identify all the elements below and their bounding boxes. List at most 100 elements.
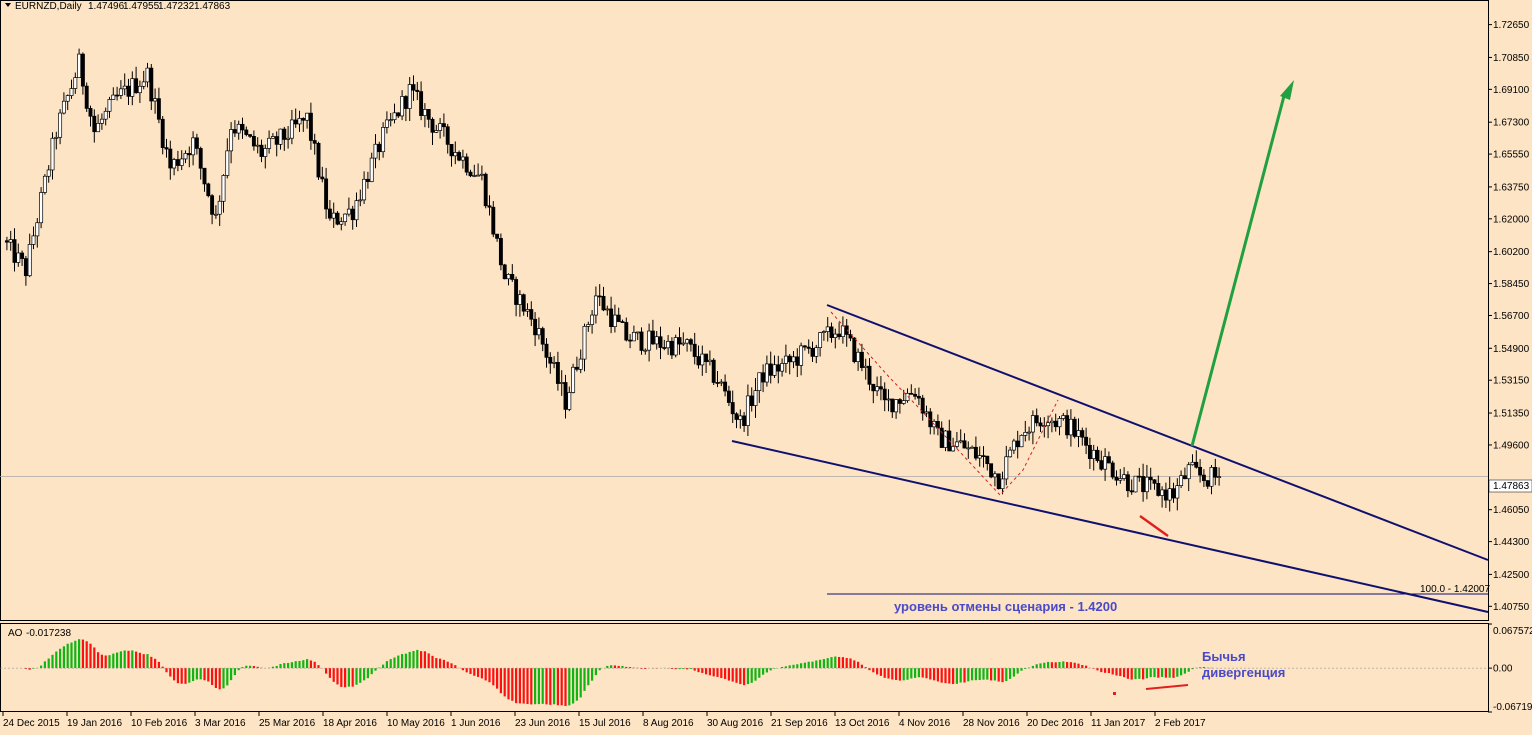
candle-body — [1152, 479, 1157, 484]
candle-body — [662, 347, 667, 349]
candle-body — [924, 411, 929, 414]
candle-body — [206, 183, 211, 197]
candle-body — [202, 167, 207, 185]
y-tick-label: 1.54900 — [1493, 344, 1530, 355]
candle-body — [107, 99, 112, 112]
candle-body — [871, 383, 876, 392]
candle-body — [867, 365, 872, 385]
candle-body — [624, 322, 629, 341]
candle-body — [1144, 476, 1149, 493]
candle-body — [510, 274, 515, 280]
candle-body — [856, 351, 861, 362]
candle-body — [1046, 422, 1051, 427]
candle-body — [77, 53, 82, 78]
current-price-label: 1.47863 — [1493, 481, 1530, 492]
candle-body — [130, 78, 135, 97]
y-tick-label: 1.46050 — [1493, 505, 1530, 516]
candle-body — [4, 240, 9, 243]
candle-body — [316, 142, 321, 178]
candle-body — [118, 88, 123, 96]
candle-body — [799, 345, 804, 366]
y-tick-label: 1.60200 — [1493, 247, 1530, 258]
candle-body — [365, 178, 370, 182]
candle-body — [757, 372, 762, 392]
candle-body — [894, 399, 899, 413]
candle-body — [1053, 420, 1058, 428]
candle-body — [88, 108, 93, 117]
candle-body — [818, 332, 823, 348]
x-tick-label: 23 Jun 2016 — [515, 718, 570, 729]
channel-lines — [731, 80, 1489, 695]
candle-body — [289, 119, 294, 139]
candle-body — [111, 94, 116, 100]
candle-body — [620, 321, 625, 323]
candle-body — [555, 361, 560, 384]
candle-body — [943, 430, 948, 448]
candle-body — [282, 128, 287, 140]
candle-body — [1114, 476, 1119, 481]
candle-body — [806, 346, 811, 349]
candle-body — [795, 356, 800, 366]
candle-body — [1049, 420, 1054, 424]
candle-body — [213, 213, 218, 216]
candle-body — [647, 330, 652, 351]
candle-body — [973, 446, 978, 459]
candle-body — [673, 337, 678, 356]
ohlc-low: 1.47232 — [158, 1, 195, 12]
candle-body — [563, 382, 568, 410]
candle-body — [1148, 476, 1153, 481]
y-tick-label: 1.49600 — [1493, 440, 1530, 451]
candle-body — [1198, 466, 1203, 476]
candle-body — [179, 158, 184, 166]
candle-body — [981, 455, 986, 457]
candle-body — [616, 314, 621, 322]
candle-body — [426, 109, 431, 120]
candle-body — [191, 137, 196, 156]
candle-body — [601, 295, 606, 311]
price-pane-border — [0, 0, 1489, 621]
candle-body — [1125, 474, 1130, 492]
candle-body — [183, 153, 188, 160]
candle-body — [122, 85, 127, 90]
candle-body — [821, 331, 826, 333]
candle-body — [1156, 483, 1161, 496]
candle-body — [1106, 456, 1111, 464]
candle-body — [650, 330, 655, 345]
candle-body — [643, 349, 648, 352]
candle-body — [20, 252, 25, 259]
candle-body — [1011, 440, 1016, 451]
candle-body — [1095, 449, 1100, 461]
candle-body — [92, 115, 97, 133]
candle-body — [552, 361, 557, 364]
candle-body — [350, 208, 355, 221]
candle-body — [339, 221, 344, 225]
candle-body — [495, 233, 500, 239]
candle-body — [578, 358, 583, 370]
time-axis: 24 Dec 2015 19 Jan 2016 10 Feb 2016 3 Mar 2… — [2, 712, 1206, 729]
candle-body — [669, 340, 674, 356]
candle-body — [270, 136, 275, 139]
y-tick-label: 1.70850 — [1493, 53, 1530, 64]
x-tick-label: 10 May 2016 — [387, 718, 445, 729]
candle-body — [685, 339, 690, 344]
candle-body — [586, 324, 591, 327]
candle-body — [1194, 461, 1199, 468]
symbol-menu-icon[interactable] — [5, 3, 11, 7]
price-axis: 1.72650 1.70850 1.69100 1.67300 1.65550 1.637… — [1488, 20, 1530, 613]
candle-body — [1163, 489, 1168, 501]
candle-body — [1118, 478, 1123, 481]
candle-body — [498, 238, 503, 266]
candle-body — [96, 122, 101, 133]
y-tick-label: 1.67300 — [1493, 118, 1530, 129]
candle-body — [977, 455, 982, 459]
candle-body — [1091, 449, 1096, 459]
y-tick-label: 1.40750 — [1493, 602, 1530, 613]
candle-body — [225, 150, 230, 176]
candle-body — [514, 279, 519, 305]
candle-body — [293, 119, 298, 125]
candle-body — [837, 333, 842, 338]
candle-body — [764, 363, 769, 383]
candle-body — [1129, 490, 1134, 493]
